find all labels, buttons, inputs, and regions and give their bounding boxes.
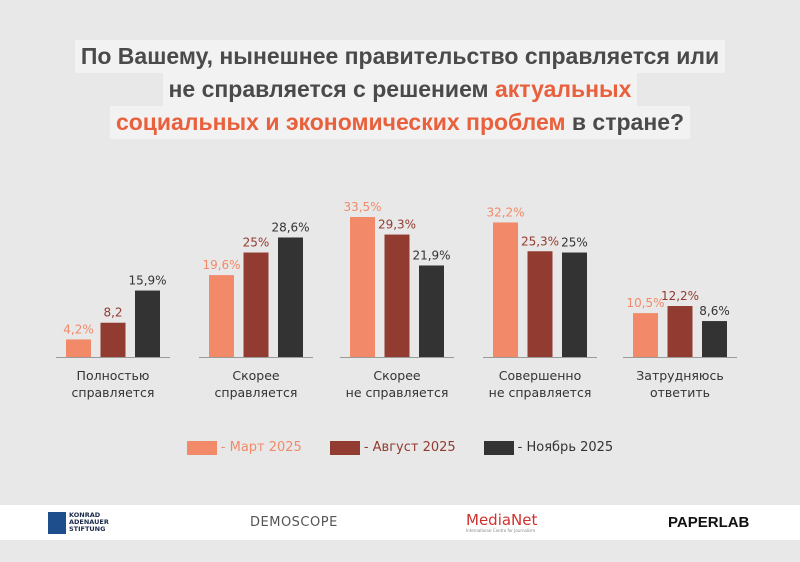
- legend-label: - Август 2025: [363, 440, 456, 455]
- data-label: 28,6%: [271, 220, 309, 234]
- data-label: 4,2%: [63, 322, 94, 336]
- bar: [384, 234, 410, 357]
- bar: [135, 290, 160, 357]
- data-label: 8,6%: [699, 304, 730, 318]
- data-label: 19,6%: [202, 258, 240, 272]
- data-label: 33,5%: [343, 200, 381, 214]
- title-text: не справляется с решением: [168, 76, 495, 102]
- data-label: 29,3%: [378, 218, 416, 232]
- bar: [419, 265, 444, 357]
- category-label-line: справляется: [214, 385, 298, 400]
- medianet-logo-text: MediaNet: [466, 511, 538, 529]
- legend-swatch: [483, 440, 514, 455]
- title-line-1: По Вашему, нынешнее правительство справл…: [74, 40, 726, 73]
- category-label-line: Совершенно: [498, 368, 582, 383]
- legend-item-august: - Август 2025: [329, 440, 456, 455]
- data-label: 25,3%: [521, 234, 559, 248]
- data-label: 8,2: [103, 306, 122, 320]
- kas-logo-mark: [48, 511, 66, 534]
- bar: [702, 321, 727, 357]
- title-highlight: социальных и экономических проблем: [115, 109, 566, 135]
- legend: - Март 2025 - Август 2025 - Ноябрь 2025: [0, 440, 800, 455]
- category-label-line: не справляется: [488, 385, 592, 400]
- legend-item-november: - Ноябрь 2025: [483, 440, 614, 455]
- data-label: 32,2%: [486, 205, 524, 219]
- demoscope-logo: DEMOSCOPE: [250, 515, 338, 530]
- category-label-line: Полностью: [76, 368, 150, 383]
- kas-logo: KONRAD ADENAUER STIFTUNG: [48, 505, 129, 540]
- category-label: Скорее справляется: [186, 367, 326, 401]
- legend-item-march: - Март 2025: [186, 440, 302, 455]
- title-line-3: социальных и экономических проблем в стр…: [109, 106, 691, 139]
- category-label: Затрудняюсь ответить: [610, 367, 750, 401]
- data-label: 12,2%: [661, 289, 699, 303]
- bar: [633, 313, 658, 357]
- legend-label: - Март 2025: [220, 440, 302, 455]
- category-label-line: Затрудняюсь: [636, 368, 724, 383]
- category-label: Совершенно не справляется: [470, 367, 610, 401]
- bar: [243, 252, 269, 357]
- legend-swatch: [186, 440, 217, 455]
- data-label: 25%: [243, 236, 270, 250]
- medianet-logo: MediaNet International Centre for Journa…: [466, 505, 537, 540]
- bar: [100, 322, 126, 357]
- footer-logos: KONRAD ADENAUER STIFTUNG DEMOSCOPE Media…: [0, 505, 800, 540]
- title-highlight: актуальных: [494, 76, 632, 102]
- paperlab-logo: PAPERLAB: [668, 514, 750, 531]
- bar: [562, 252, 587, 357]
- category-label-line: не справляется: [345, 385, 449, 400]
- medianet-subtitle: International Centre for Journalism: [466, 528, 536, 533]
- data-label: 21,9%: [412, 248, 450, 262]
- data-label: 25%: [561, 236, 588, 250]
- category-label-line: справляется: [71, 385, 155, 400]
- category-label-line: Скорее: [373, 368, 421, 383]
- bar: [527, 251, 553, 357]
- legend-label: - Ноябрь 2025: [517, 440, 614, 455]
- category-label-line: Скорее: [232, 368, 280, 383]
- bar: [278, 237, 303, 357]
- category-label: Скорее не справляется: [327, 367, 467, 401]
- bar: [209, 275, 234, 357]
- title-line-2: не справляется с решением актуальных: [162, 73, 638, 106]
- bar: [350, 217, 375, 357]
- data-label: 10,5%: [626, 296, 664, 310]
- data-label: 15,9%: [128, 274, 166, 288]
- chart-title: По Вашему, нынешнее правительство справл…: [0, 40, 800, 139]
- kas-logo-text: KONRAD ADENAUER STIFTUNG: [69, 511, 109, 533]
- legend-swatch: [329, 440, 360, 455]
- bar: [66, 339, 91, 357]
- bar: [493, 222, 518, 357]
- bar-chart: 4,2%8,215,9%19,6%25%28,6%33,5%29,3%21,9%…: [56, 200, 737, 358]
- category-label-line: ответить: [649, 385, 711, 400]
- title-text: в стране?: [565, 109, 685, 135]
- bar: [667, 306, 693, 357]
- category-label: Полностью справляется: [43, 367, 183, 401]
